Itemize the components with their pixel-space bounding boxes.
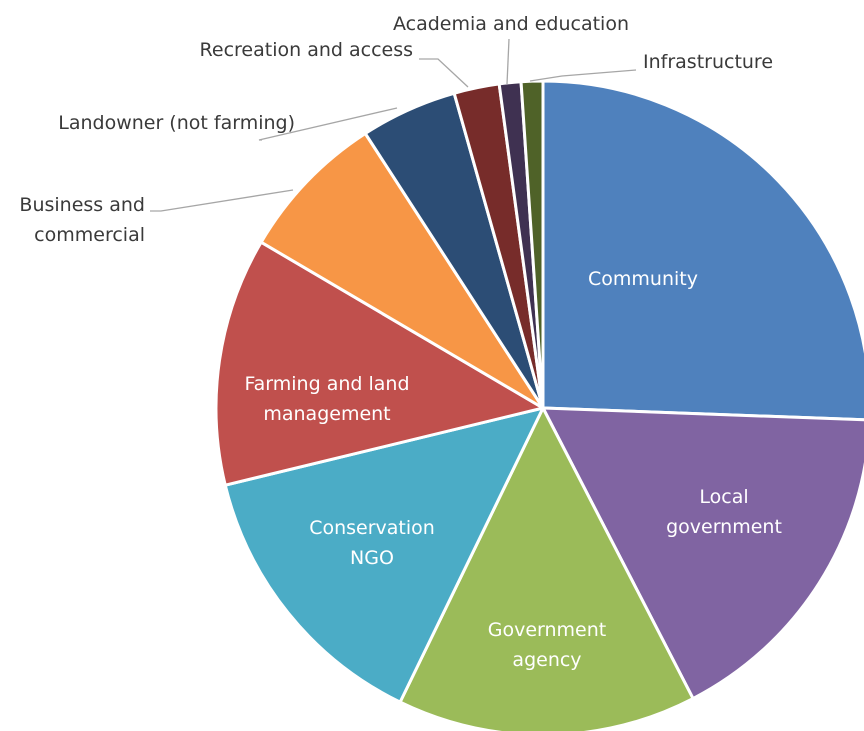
slice-farming-and-land-management[interactable]: [214, 240, 545, 487]
label-business-and-commercial-line: commercial: [34, 224, 145, 246]
label-farming-and-land-management: Farming and land management: [244, 373, 409, 425]
label-infrastructure: Infrastructure: [643, 51, 773, 73]
label-infrastructure-line: Infrastructure: [643, 51, 773, 73]
label-business-and-commercial-line: Business and: [19, 194, 145, 216]
label-government-agency-line: agency: [512, 649, 581, 671]
label-landowner-not-farming: Landowner (not farming): [58, 112, 295, 134]
label-recreation-and-access: Recreation and access: [200, 39, 413, 61]
label-local-government: Local government: [666, 486, 782, 538]
slice-labels: Community Local government Government agency…: [19, 13, 781, 671]
label-landowner-not-farming-line: Landowner (not farming): [58, 112, 295, 134]
pie-slices: [214, 79, 864, 731]
slice-community[interactable]: [541, 79, 864, 422]
slice-business-and-commercial[interactable]: [259, 132, 545, 410]
leader-academia-and-education: [506, 38, 510, 85]
label-farming-and-land-management-line: Farming and land: [244, 373, 409, 395]
label-business-and-commercial: Business and commercial: [19, 194, 145, 246]
label-community-line: Community: [588, 268, 698, 290]
label-conservation-ngo-line: Conservation: [309, 517, 435, 539]
leader-infrastructure: [529, 69, 637, 82]
label-academia-and-education-line: Academia and education: [393, 13, 629, 35]
label-government-agency: Government agency: [488, 619, 607, 671]
leader-recreation-and-access: [419, 58, 469, 88]
label-community: Community: [588, 268, 698, 290]
label-local-government-line: Local: [699, 486, 748, 508]
slice-government-agency[interactable]: [398, 406, 695, 731]
leader-lines: [150, 38, 637, 212]
leader-landowner-not-farming: [258, 107, 398, 141]
label-recreation-and-access-line: Recreation and access: [200, 39, 413, 61]
label-local-government-line: government: [666, 516, 782, 538]
slice-local-government[interactable]: [541, 406, 864, 701]
label-conservation-ngo: Conservation NGO: [309, 517, 435, 569]
leader-business-and-commercial: [150, 189, 294, 212]
slice-conservation-ngo[interactable]: [223, 406, 545, 704]
label-academia-and-education: Academia and education: [393, 13, 629, 35]
label-farming-and-land-management-line: management: [263, 403, 390, 425]
label-conservation-ngo-line: NGO: [350, 547, 394, 569]
label-government-agency-line: Government: [488, 619, 607, 641]
